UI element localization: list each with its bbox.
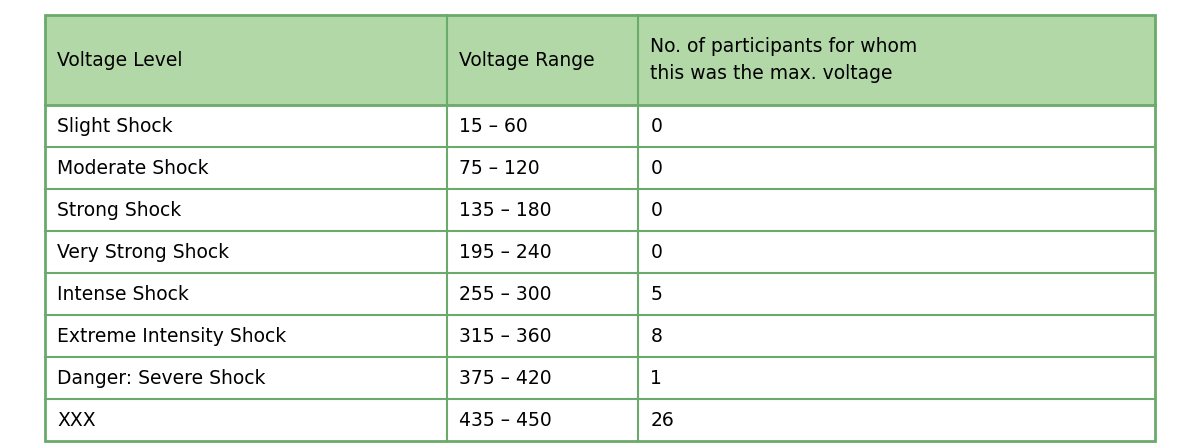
Text: 26: 26 <box>650 410 674 430</box>
Bar <box>45 273 1155 315</box>
Text: XXX: XXX <box>57 410 96 430</box>
Text: 15 – 60: 15 – 60 <box>458 116 528 135</box>
Text: Intense Shock: Intense Shock <box>57 284 189 303</box>
Bar <box>45 357 1155 399</box>
Text: 315 – 360: 315 – 360 <box>458 327 552 345</box>
Text: 0: 0 <box>650 201 662 220</box>
Bar <box>45 105 1155 147</box>
Text: Danger: Severe Shock: Danger: Severe Shock <box>57 369 266 388</box>
Text: 375 – 420: 375 – 420 <box>458 369 552 388</box>
Text: 75 – 120: 75 – 120 <box>458 159 540 177</box>
Text: No. of participants for whom
this was the max. voltage: No. of participants for whom this was th… <box>650 37 918 83</box>
Text: Voltage Range: Voltage Range <box>458 51 595 69</box>
Text: 1: 1 <box>650 369 662 388</box>
Text: Extreme Intensity Shock: Extreme Intensity Shock <box>57 327 286 345</box>
Text: 255 – 300: 255 – 300 <box>458 284 552 303</box>
Text: 0: 0 <box>650 116 662 135</box>
Bar <box>45 189 1155 231</box>
Text: Slight Shock: Slight Shock <box>57 116 172 135</box>
Text: 195 – 240: 195 – 240 <box>458 242 552 262</box>
Bar <box>45 399 1155 441</box>
Bar <box>45 231 1155 273</box>
Text: 0: 0 <box>650 159 662 177</box>
Text: 5: 5 <box>650 284 662 303</box>
Text: 135 – 180: 135 – 180 <box>458 201 552 220</box>
Text: Very Strong Shock: Very Strong Shock <box>57 242 229 262</box>
Text: Voltage Level: Voltage Level <box>57 51 182 69</box>
Text: 8: 8 <box>650 327 662 345</box>
Bar <box>45 15 1155 105</box>
Text: Strong Shock: Strong Shock <box>57 201 181 220</box>
Text: Moderate Shock: Moderate Shock <box>57 159 208 177</box>
Text: 0: 0 <box>650 242 662 262</box>
Bar <box>45 147 1155 189</box>
Text: 435 – 450: 435 – 450 <box>458 410 552 430</box>
Bar <box>45 315 1155 357</box>
